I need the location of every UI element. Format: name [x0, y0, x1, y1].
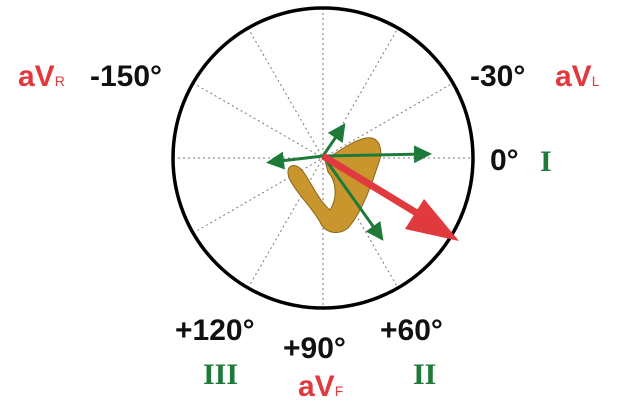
angle-label: +60° — [380, 314, 443, 347]
angle-label: +90° — [283, 332, 346, 365]
angle-label: 0° — [490, 144, 519, 177]
avl-main: aV — [555, 60, 592, 93]
avr-label: aVR — [18, 60, 65, 93]
avl-sub: L — [592, 73, 600, 89]
angle-label: -30° — [470, 60, 525, 93]
angle-label: +120° — [175, 314, 255, 347]
avf-label: aVF — [298, 370, 343, 403]
hexaxial-diagram: aVR -150° -30° aVL 0° I +120° +90° +60° … — [0, 0, 621, 407]
avr-main: aV — [18, 60, 55, 93]
lead-label: I — [540, 145, 552, 178]
avl-label: aVL — [555, 60, 600, 93]
avf-main: aV — [298, 370, 335, 403]
avf-sub: F — [335, 383, 344, 399]
avr-sub: R — [55, 73, 65, 89]
angle-label: -150° — [90, 60, 162, 93]
lead-label: III — [203, 358, 238, 391]
lead-label: II — [413, 358, 436, 391]
